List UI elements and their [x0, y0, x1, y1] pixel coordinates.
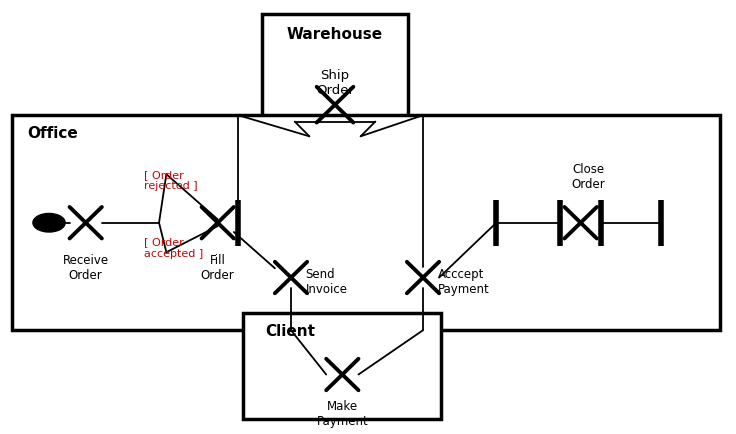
Bar	[244, 313, 442, 419]
Text: [ Order
accepted ]: [ Order accepted ]	[144, 237, 204, 259]
Text: Ship
Order: Ship Order	[316, 69, 354, 97]
Text: Close
Order: Close Order	[571, 163, 605, 191]
Text: Warehouse: Warehouse	[287, 26, 383, 42]
Bar	[262, 14, 408, 161]
Text: Office: Office	[27, 126, 78, 141]
Text: [ Order
rejected ]: [ Order rejected ]	[144, 170, 198, 191]
Bar	[13, 115, 720, 330]
Text: Receive
Order: Receive Order	[63, 254, 109, 283]
Text: Make
Payment: Make Payment	[316, 400, 368, 428]
Circle shape	[33, 214, 66, 232]
Text: Send
Invoice: Send Invoice	[305, 268, 347, 296]
Text: Client: Client	[266, 324, 315, 339]
Text: Fill
Order: Fill Order	[201, 254, 235, 283]
Text: Acccept
Payment: Acccept Payment	[438, 268, 489, 296]
